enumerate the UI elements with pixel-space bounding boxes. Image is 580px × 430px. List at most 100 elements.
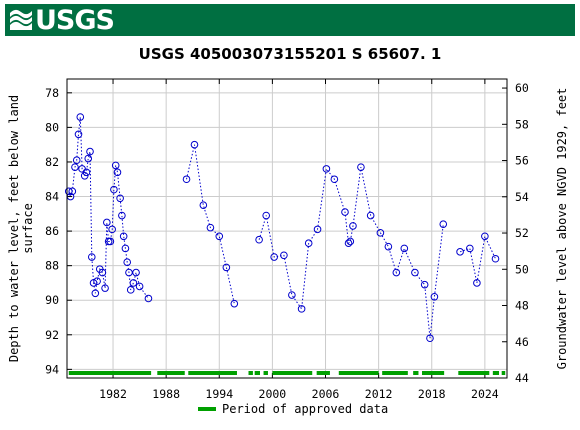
data-point — [86, 147, 94, 156]
y-left-tick-label: 86 — [45, 224, 59, 238]
axis-ticks: 1982 1988 1994 2000 2006 2012 2018 2024 78 80 82 84… — [45, 79, 529, 401]
y-right-tick-label: 48 — [515, 299, 529, 313]
data-point — [93, 277, 101, 286]
data-point — [110, 185, 118, 194]
series-line — [258, 167, 444, 339]
data-point — [76, 113, 85, 121]
legend: Period of approved data — [198, 402, 388, 416]
y-right-tick-label: 56 — [515, 154, 529, 168]
x-tick-label: 1994 — [205, 387, 233, 401]
data-point — [430, 292, 439, 301]
series-line — [186, 144, 235, 304]
y-right-tick-label: 54 — [515, 190, 529, 204]
data-point — [119, 232, 128, 241]
data-point — [113, 168, 122, 177]
data-point — [411, 268, 419, 277]
data-point — [199, 201, 208, 209]
data-point — [288, 291, 296, 299]
data-point — [313, 225, 322, 234]
data-point — [392, 268, 401, 277]
data-point — [132, 268, 140, 277]
data-point — [91, 289, 100, 298]
data-point — [366, 211, 375, 220]
data-point — [84, 154, 93, 163]
data-point — [466, 244, 474, 253]
y-left-tick-label: 80 — [45, 120, 59, 134]
chart-title: USGS 405003073155201 S 65607. 1 — [139, 45, 442, 63]
data-point — [376, 229, 385, 237]
y-left-tick-label: 92 — [45, 328, 59, 342]
y-left-tick-label: 88 — [45, 259, 59, 273]
data-point — [357, 163, 365, 171]
y-right-tick-label: 44 — [515, 371, 529, 385]
data-point — [121, 244, 130, 253]
data-point — [481, 232, 489, 241]
data-point — [72, 156, 81, 165]
data-point — [439, 220, 448, 228]
grid-lines — [67, 79, 507, 378]
y-left-tick-label: 94 — [45, 362, 59, 376]
data-point — [230, 299, 239, 308]
data-point — [384, 242, 393, 251]
x-tick-label: 1988 — [152, 387, 180, 401]
data-point — [206, 223, 215, 232]
data-point — [491, 254, 500, 263]
data-point — [144, 294, 153, 303]
data-point — [473, 279, 481, 287]
data-point — [182, 175, 191, 184]
data-point — [456, 248, 464, 256]
y-left-tick-label: 78 — [45, 86, 59, 100]
y-axis-label-right: Groundwater level above NGVD 1929, feet — [555, 88, 569, 370]
y-left-tick-label: 90 — [45, 293, 59, 307]
data-point — [89, 279, 98, 287]
usgs-banner: USGS — [5, 4, 575, 36]
data-point — [106, 237, 115, 246]
data-point — [87, 253, 96, 261]
data-point — [280, 251, 288, 260]
x-tick-label: 2012 — [365, 387, 393, 401]
data-point — [349, 222, 357, 230]
water-level-series — [64, 113, 500, 343]
data-point — [108, 225, 116, 234]
data-point — [68, 187, 77, 196]
x-tick-label: 2024 — [471, 387, 499, 401]
data-point — [344, 239, 353, 247]
y-right-tick-label: 46 — [515, 335, 529, 349]
series-line — [459, 234, 496, 284]
data-point — [123, 258, 132, 267]
data-point — [74, 130, 83, 139]
data-point — [64, 187, 73, 196]
data-point — [129, 279, 138, 287]
data-point — [98, 268, 107, 277]
y-right-tick-label: 58 — [515, 117, 529, 131]
data-point — [222, 263, 231, 272]
data-point — [426, 334, 434, 343]
data-point — [270, 253, 278, 261]
data-point — [103, 218, 111, 227]
data-point — [262, 211, 270, 220]
series-line — [68, 116, 149, 299]
data-point — [135, 282, 144, 291]
data-point — [322, 165, 331, 173]
plot-frame — [66, 78, 508, 379]
data-point — [215, 232, 224, 241]
data-point — [420, 280, 429, 289]
data-point — [330, 175, 339, 184]
data-point — [190, 140, 199, 149]
data-point — [82, 168, 91, 177]
y-right-tick-label: 60 — [515, 81, 529, 95]
x-tick-label: 1982 — [99, 387, 127, 401]
data-point — [304, 239, 313, 247]
data-point — [101, 284, 109, 292]
data-point — [126, 286, 135, 294]
y-axis-label-left-line1: Depth to water level, feet below land — [7, 95, 21, 362]
data-point — [118, 211, 126, 220]
x-tick-label: 2000 — [259, 387, 287, 401]
data-point — [111, 161, 120, 170]
y-axis-label-left-line2: surface — [21, 203, 35, 254]
y-right-tick-label: 50 — [515, 262, 529, 276]
y-right-tick-label: 52 — [515, 226, 529, 240]
usgs-wave-icon — [10, 9, 32, 30]
usgs-logo-text: USGS — [35, 5, 115, 36]
